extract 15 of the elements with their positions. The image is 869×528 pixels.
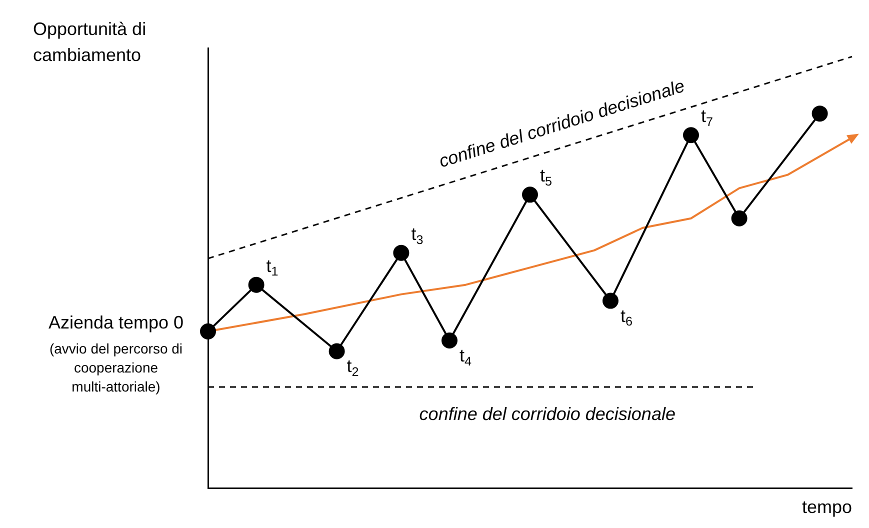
series-label: confine del corridoio decisionale	[419, 404, 676, 424]
point	[602, 292, 618, 309]
y-axis-title: Opportunità di cambiamento	[33, 18, 146, 65]
point	[683, 127, 699, 144]
x-axis-title: tempo	[802, 496, 852, 517]
text: (avvio del percorso di cooperazione multi-attoriale)	[49, 340, 183, 394]
point	[522, 186, 538, 203]
point	[812, 106, 828, 122]
point	[442, 332, 458, 348]
text: Azienda tempo 0	[48, 312, 184, 332]
point	[248, 276, 264, 293]
point	[328, 343, 345, 360]
point	[731, 210, 748, 226]
point	[393, 244, 410, 261]
point	[200, 323, 216, 340]
